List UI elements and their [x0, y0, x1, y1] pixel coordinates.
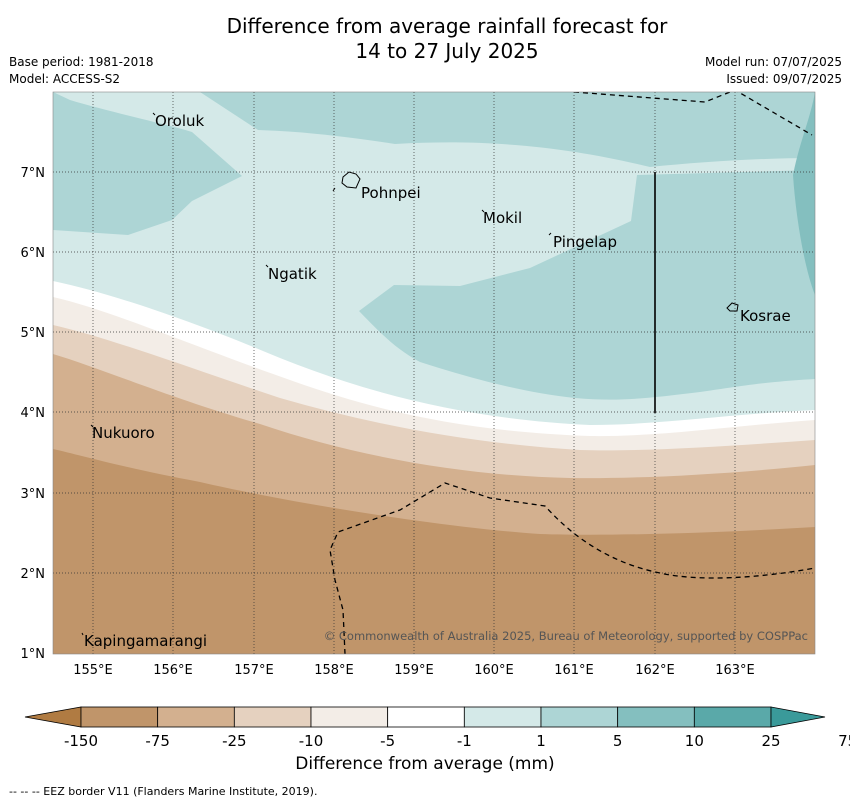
graticule — [53, 92, 815, 654]
colorbar-tick-label: -1 — [457, 732, 472, 750]
band-plus-5-west — [53, 92, 242, 235]
lon-tick-159: 159°E — [394, 663, 434, 678]
lat-axis: 7°N 6°N 5°N 4°N 3°N 2°N 1°N — [21, 166, 46, 662]
lon-tick-161: 161°E — [554, 663, 594, 678]
eez-footnote: -- -- -- EEZ border V11 (Flanders Marine… — [9, 785, 318, 798]
colorbar-swatch — [617, 706, 695, 728]
colorbar-caption: Difference from average (mm) — [295, 754, 555, 774]
colorbar-extend-low — [24, 706, 82, 728]
lat-tick-7: 7°N — [21, 166, 46, 181]
meta-right: Model run: 07/07/2025 Issued: 09/07/2025 — [705, 54, 842, 88]
colorbar-swatch — [157, 706, 235, 728]
colorbar-swatch — [463, 706, 542, 728]
place-labels: Oroluk Pohnpei Mokil Pingelap Ngatik Kos… — [84, 112, 791, 650]
lon-tick-158: 158°E — [314, 663, 354, 678]
lat-tick-2: 2°N — [21, 567, 46, 582]
colorbar-tick-label: -10 — [299, 732, 324, 750]
label-oroluk: Oroluk — [155, 112, 204, 130]
title-line-1: Difference from average rainfall forecas… — [226, 14, 668, 38]
band-plus-10-east — [793, 92, 815, 295]
label-mokil: Mokil — [483, 209, 522, 227]
band-plus-5-north — [200, 92, 815, 167]
colorbar-labels: -150-75-25-10-5-115102575150 — [64, 732, 850, 750]
rainfall-contours: Oroluk Pohnpei Mokil Pingelap Ngatik Kos… — [53, 92, 815, 654]
pohnpei-island — [341, 171, 361, 189]
colorbar-swatch — [540, 706, 619, 728]
label-nukuoro: Nukuoro — [92, 424, 155, 442]
colorbar-tick-label: -150 — [64, 732, 98, 750]
colorbar-extend-high — [770, 706, 826, 728]
colorbar-swatch — [693, 706, 772, 728]
label-kapingamarangi: Kapingamarangi — [84, 632, 207, 650]
pohnpei-islet — [332, 187, 336, 192]
meta-left: Base period: 1981-2018 Model: ACCESS-S2 — [9, 54, 154, 88]
lat-tick-1: 1°N — [21, 647, 46, 662]
lon-tick-160: 160°E — [474, 663, 514, 678]
title-line-2: 14 to 27 July 2025 — [355, 39, 539, 63]
colorbar-tick-label: 10 — [685, 732, 704, 750]
issued-date: Issued: 09/07/2025 — [726, 72, 842, 86]
colorbar — [24, 706, 826, 728]
label-ngatik: Ngatik — [268, 265, 317, 283]
copyright-notice: © Commonwealth of Australia 2025, Bureau… — [324, 629, 808, 643]
colorbar-tick-label: -5 — [380, 732, 395, 750]
lon-tick-162: 162°E — [635, 663, 675, 678]
eez-borders — [329, 92, 815, 654]
kosrae-island — [726, 302, 739, 312]
lon-tick-157: 157°E — [234, 663, 274, 678]
atoll-marks — [81, 112, 552, 636]
colorbar-tick-label: 75 — [838, 732, 850, 750]
lon-tick-155: 155°E — [73, 663, 113, 678]
map-frame — [52, 91, 816, 655]
lat-tick-3: 3°N — [21, 487, 46, 502]
colorbar-swatch — [387, 706, 465, 728]
colorbar-tick-label: -75 — [145, 732, 170, 750]
lat-tick-4: 4°N — [21, 406, 46, 421]
colorbar-tick-label: -25 — [222, 732, 247, 750]
lat-tick-5: 5°N — [21, 326, 46, 341]
colorbar-swatch — [310, 706, 389, 728]
colorbar-tick-label: 5 — [613, 732, 623, 750]
label-pohnpei: Pohnpei — [361, 184, 421, 202]
lon-tick-163: 163°E — [715, 663, 755, 678]
lat-tick-6: 6°N — [21, 246, 46, 261]
colorbar-swatch — [80, 706, 159, 728]
map-title: Difference from average rainfall forecas… — [0, 14, 850, 64]
model-name: Model: ACCESS-S2 — [9, 72, 121, 86]
label-kosrae: Kosrae — [740, 307, 791, 325]
colorbar-tick-label: 1 — [536, 732, 546, 750]
band-plus-5-east — [359, 170, 815, 400]
lon-tick-156: 156°E — [153, 663, 193, 678]
base-period: Base period: 1981-2018 — [9, 55, 154, 69]
model-run: Model run: 07/07/2025 — [704, 55, 842, 69]
colorbar-tick-label: 25 — [761, 732, 780, 750]
label-pingelap: Pingelap — [553, 233, 617, 251]
lon-axis: 155°E 156°E 157°E 158°E 159°E 160°E 161°… — [73, 663, 755, 678]
colorbar-swatch — [233, 706, 312, 728]
